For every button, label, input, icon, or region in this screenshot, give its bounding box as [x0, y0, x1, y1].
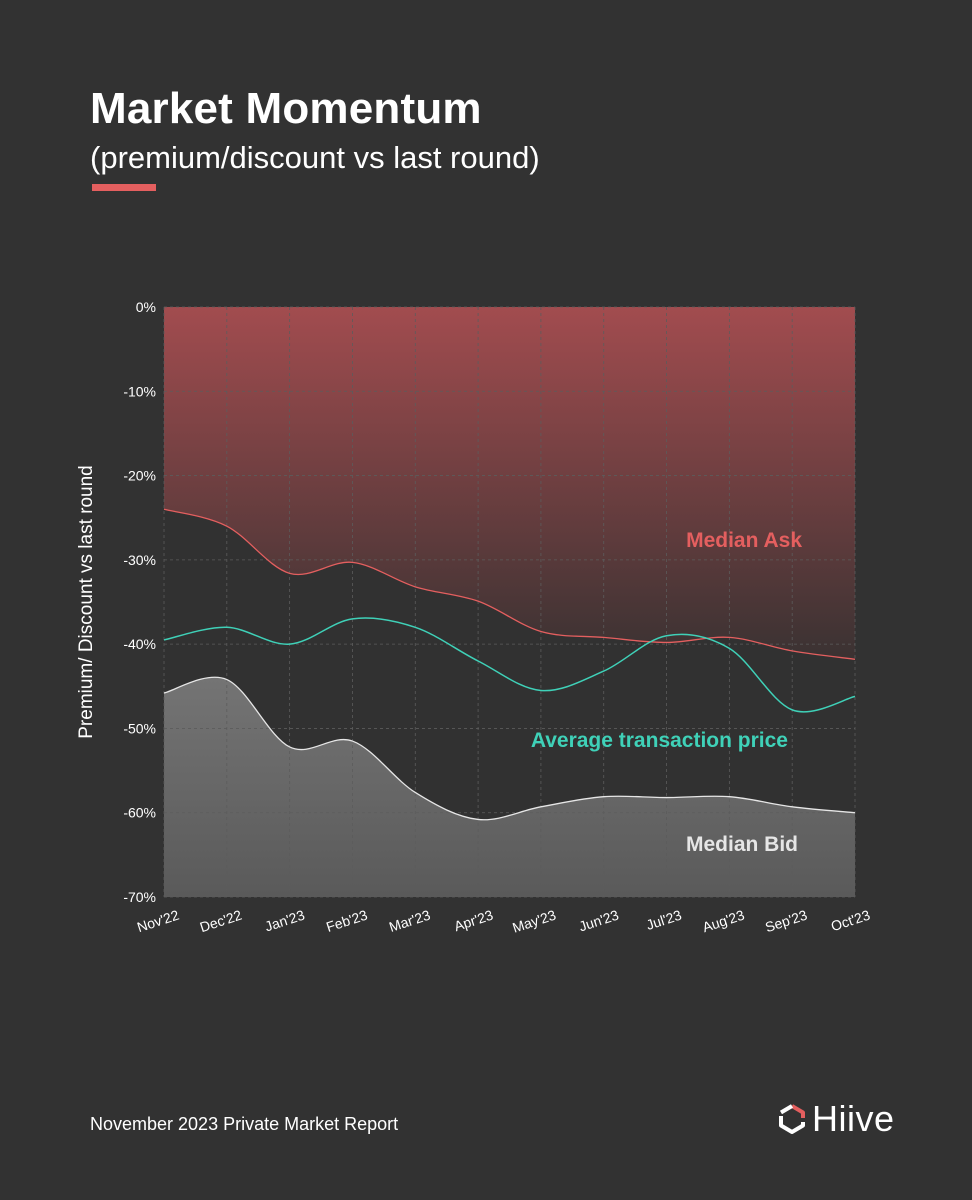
x-tick-label: Jun'23: [577, 907, 621, 935]
y-tick-label: -30%: [123, 552, 156, 568]
page-title: Market Momentum: [90, 84, 482, 133]
market-momentum-chart: 0% -10% -20% -30% -40% -50% -60% -70% Nov'22 Dec…: [76, 299, 872, 936]
median-ask-area: [164, 307, 855, 660]
x-tick-label: Nov'22: [135, 907, 181, 936]
y-axis-ticks: 0% -10% -20% -30% -40% -50% -60% -70%: [123, 299, 156, 905]
y-tick-label: 0%: [136, 299, 156, 315]
report-footer: November 2023 Private Market Report: [90, 1114, 399, 1134]
x-tick-label: Jan'23: [263, 907, 307, 935]
y-tick-label: -70%: [123, 889, 156, 905]
median-bid-line: [163, 676, 856, 821]
x-tick-label: Dec'22: [198, 907, 244, 936]
brand-logo: Hiive: [778, 1098, 895, 1140]
y-tick-label: -10%: [123, 383, 156, 399]
page-subtitle: (premium/discount vs last round): [90, 140, 540, 175]
x-tick-label: Sep'23: [763, 907, 809, 936]
x-tick-label: Oct'23: [829, 907, 872, 935]
median-bid-area: [164, 677, 855, 897]
x-tick-label: Apr'23: [452, 907, 495, 935]
average-transaction-price-label: Average transaction price: [531, 729, 788, 752]
brand-name: Hiive: [812, 1098, 895, 1139]
x-tick-label: Mar'23: [387, 907, 432, 935]
median-ask-line: [163, 508, 856, 660]
median-ask-label: Median Ask: [686, 529, 802, 552]
x-axis-ticks: Nov'22 Dec'22 Jan'23 Feb'23 Mar'23 Apr'23 May'…: [135, 907, 872, 936]
median-bid-label: Median Bid: [686, 833, 798, 856]
x-tick-label: Aug'23: [700, 907, 746, 936]
y-tick-label: -20%: [123, 468, 156, 484]
title-accent-bar: [92, 184, 156, 191]
y-tick-label: -40%: [123, 636, 156, 652]
average-transaction-price-line: [163, 617, 856, 713]
x-tick-label: Jul'23: [644, 907, 684, 933]
x-tick-label: May'23: [510, 907, 558, 936]
hiive-hexagon-icon: [779, 1104, 805, 1134]
y-axis-label: Premium/ Discount vs last round: [76, 465, 97, 739]
x-tick-label: Feb'23: [324, 907, 369, 935]
y-tick-label: -60%: [123, 805, 156, 821]
y-tick-label: -50%: [123, 720, 156, 736]
